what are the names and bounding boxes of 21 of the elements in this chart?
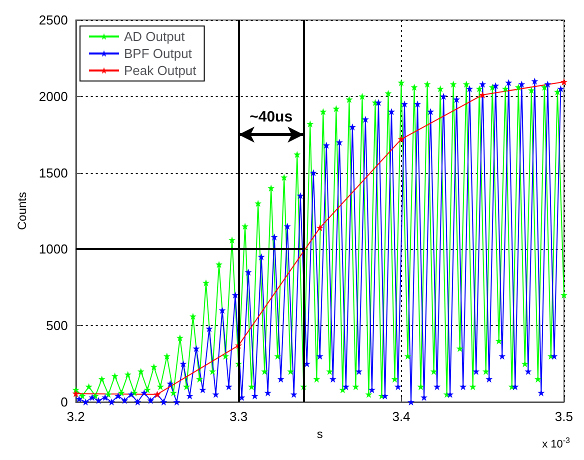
y-tick-label: 1500 <box>38 165 68 180</box>
x-tick-label: 3.4 <box>392 409 410 424</box>
legend-label: Peak Output <box>124 63 197 78</box>
x-tick-label: 3.5 <box>554 409 574 424</box>
x-tick-label: 3.2 <box>66 409 85 424</box>
annotation: ~40us <box>250 108 293 126</box>
x-tick-label: 3.3 <box>229 409 248 424</box>
y-axis-title: Counts <box>15 192 29 230</box>
point <box>72 390 80 398</box>
point <box>560 78 568 86</box>
legend-label: BPF Output <box>124 46 192 61</box>
point <box>316 224 324 232</box>
point <box>479 91 486 98</box>
point <box>398 136 405 143</box>
y-tick-label: 1000 <box>38 242 68 257</box>
y-tick-label: 2500 <box>38 12 68 28</box>
y-tick-label: 0 <box>60 394 68 410</box>
y-tick-label: 2000 <box>38 88 68 104</box>
y-tick-label: 500 <box>46 318 68 334</box>
legend-label: AD Output <box>124 29 186 44</box>
x-axis-title: s <box>316 426 323 441</box>
